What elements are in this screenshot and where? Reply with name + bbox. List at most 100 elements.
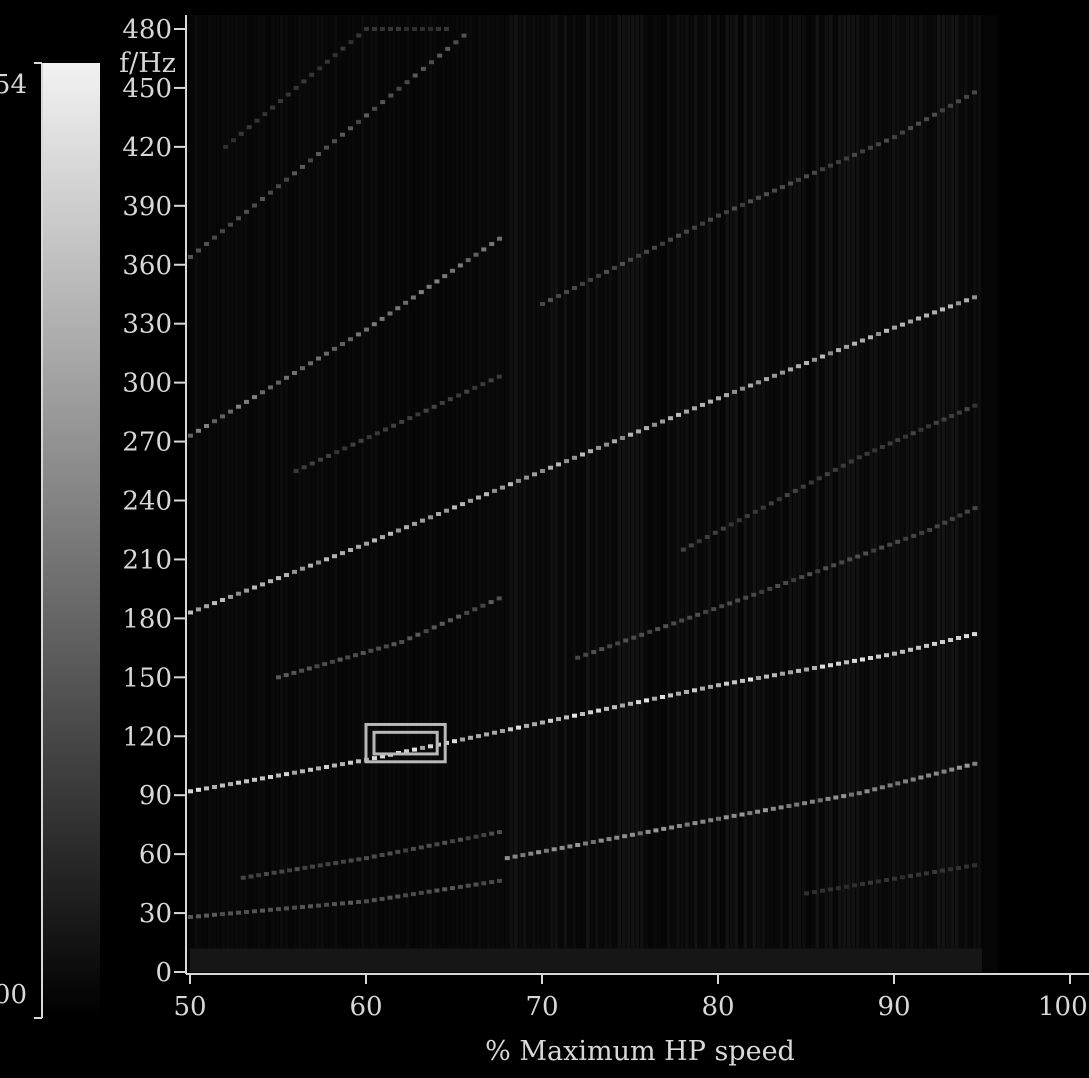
harmonic-point [764, 674, 769, 679]
noise-column [514, 15, 518, 972]
harmonic-point [933, 771, 939, 776]
noise-column [356, 15, 361, 972]
y-tick-label: 90 [139, 781, 172, 811]
noise-column [244, 15, 248, 972]
noise-column [523, 15, 527, 972]
noise-column [473, 15, 478, 972]
harmonic-point [364, 899, 369, 904]
noise-column [464, 15, 469, 972]
harmonic-point [292, 371, 297, 375]
harmonic-point [260, 197, 265, 201]
harmonic-point [744, 514, 750, 518]
harmonic-point [270, 105, 276, 110]
harmonic-point [497, 830, 502, 835]
noise-column [680, 15, 685, 972]
harmonic-point [356, 33, 362, 38]
harmonic-point [412, 73, 418, 78]
noise-column [581, 15, 586, 972]
harmonic-point [460, 737, 465, 742]
harmonic-point [497, 878, 502, 883]
harmonic-point [300, 164, 305, 169]
harmonic-point [606, 837, 612, 842]
harmonic-point [572, 286, 577, 290]
noise-column [212, 15, 217, 972]
harmonic-point [388, 27, 393, 31]
harmonic-point [188, 789, 193, 794]
harmonic-point [279, 869, 285, 874]
noise-column [230, 15, 235, 972]
harmonic-line-6 [188, 878, 502, 919]
noise-column [856, 15, 860, 972]
harmonic-point [740, 202, 745, 207]
harmonic-point [752, 509, 758, 514]
harmonic-point [848, 459, 854, 464]
harmonic-point [940, 307, 945, 312]
harmonic-point [324, 765, 329, 769]
harmonic-point [302, 865, 308, 870]
harmonic-point [647, 629, 653, 634]
harmonic-point [316, 766, 321, 771]
harmonic-point [497, 236, 502, 241]
harmonic-point [481, 881, 487, 886]
harmonic-point [299, 668, 305, 673]
harmonic-point [812, 357, 817, 362]
harmonic-point [856, 455, 862, 460]
harmonic-point [306, 666, 312, 671]
harmonic-point [388, 93, 394, 98]
harmonic-point [436, 512, 441, 516]
harmonic-point [599, 647, 605, 652]
noise-column [685, 15, 689, 972]
harmonic-point [500, 485, 505, 490]
harmonic-point [708, 818, 714, 823]
harmonic-point [404, 525, 409, 530]
noise-column [752, 15, 757, 972]
harmonic-point [340, 762, 345, 767]
noise-column [757, 15, 761, 972]
noise-column [311, 15, 316, 972]
harmonic-point [964, 94, 969, 99]
harmonic-point [828, 351, 833, 356]
harmonic-point [751, 592, 757, 597]
noise-column [820, 15, 824, 972]
harmonic-point [316, 356, 321, 361]
harmonic-point [395, 849, 401, 854]
noise-column [743, 15, 748, 972]
harmonic-point [293, 85, 299, 90]
harmonic-point [380, 535, 385, 540]
harmonic-point [268, 579, 273, 584]
noise-column [509, 15, 514, 972]
highlight-inner-rect [372, 730, 439, 756]
harmonic-point [252, 909, 257, 914]
harmonic-point [564, 715, 569, 720]
harmonic-point [434, 842, 440, 847]
harmonic-point [816, 476, 822, 481]
noise-column [964, 15, 968, 972]
harmonic-line-14 [804, 863, 977, 896]
harmonic-point [412, 27, 417, 31]
harmonic-point [868, 335, 873, 340]
harmonic-point [788, 670, 793, 675]
harmonic-point [778, 805, 784, 810]
noise-column [302, 15, 307, 972]
noise-column [208, 15, 212, 972]
harmonic-point [728, 522, 734, 527]
harmonic-point [748, 199, 753, 204]
harmonic-point [916, 645, 921, 650]
noise-column [716, 15, 721, 972]
harmonic-point [631, 635, 637, 640]
harmonic-point [536, 850, 542, 855]
noise-column [365, 15, 370, 972]
harmonic-point [820, 664, 825, 669]
harmonic-point [724, 681, 729, 686]
noise-column [928, 15, 932, 972]
harmonic-point [804, 667, 809, 672]
harmonic-point [380, 100, 386, 105]
harmonic-point [708, 217, 713, 222]
harmonic-point [684, 229, 689, 234]
noise-column [608, 15, 613, 972]
noise-column [203, 15, 208, 972]
harmonic-point [639, 632, 645, 637]
harmonic-point [220, 783, 225, 788]
harmonic-point [260, 390, 265, 395]
harmonic-point [964, 864, 969, 869]
